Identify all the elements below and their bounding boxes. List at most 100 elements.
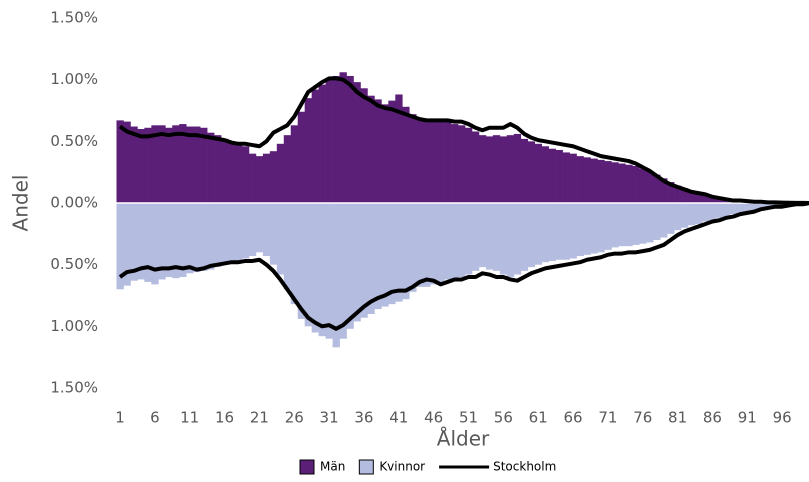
legend-label: Stockholm [493, 460, 556, 474]
bar [360, 203, 368, 318]
bar [430, 203, 438, 285]
bar [569, 203, 577, 259]
bar [276, 143, 285, 203]
y-tick-label: 1.50% [50, 379, 98, 397]
bar [409, 203, 417, 292]
x-tick-label: 21 [250, 409, 269, 427]
bar [520, 203, 529, 271]
bar [555, 203, 563, 260]
bar [444, 121, 452, 203]
bar [207, 203, 215, 270]
bar [381, 104, 389, 203]
bar [200, 127, 208, 203]
bar [402, 203, 410, 300]
bar [541, 146, 549, 203]
bar [151, 125, 159, 203]
bar [172, 203, 180, 279]
bar [625, 203, 633, 247]
bar [116, 120, 124, 203]
bar [262, 203, 271, 257]
x-tick-label: 46 [424, 409, 443, 427]
bar [757, 203, 766, 210]
bar [269, 203, 278, 265]
bar [165, 127, 173, 203]
bar [478, 135, 487, 203]
bar [632, 203, 640, 245]
x-tick-label: 16 [215, 409, 234, 427]
bar [228, 141, 236, 203]
y-tick-label: 1.50% [50, 9, 98, 27]
bar [283, 203, 292, 290]
bar [534, 143, 542, 203]
x-tick-label: 51 [459, 409, 478, 427]
x-tick-label: 6 [150, 409, 160, 427]
bar [513, 133, 522, 203]
bar [353, 203, 361, 322]
x-tick-label: 56 [494, 409, 513, 427]
bar [708, 195, 717, 203]
bar [590, 158, 598, 203]
bar [653, 174, 661, 203]
bar [297, 203, 306, 319]
bar [395, 203, 403, 302]
bar [597, 203, 605, 253]
bar [172, 125, 180, 203]
y-axis-label: Andel [9, 175, 33, 232]
bar [374, 203, 382, 310]
bar [144, 127, 152, 203]
bar [165, 203, 173, 277]
bar [402, 106, 410, 203]
bar [451, 124, 459, 203]
bar [214, 135, 222, 203]
bar [471, 131, 480, 203]
bar [527, 203, 536, 268]
bar [346, 203, 354, 329]
bar [388, 100, 396, 203]
bar [506, 203, 515, 277]
bar [395, 94, 403, 203]
legend-swatch [299, 459, 315, 475]
bar [618, 163, 626, 203]
bar [353, 82, 361, 203]
x-tick-label: 31 [320, 409, 339, 427]
bar [158, 125, 166, 203]
bar [158, 203, 166, 280]
x-tick-label: 76 [633, 409, 652, 427]
y-tick-label: 0.50% [50, 132, 98, 150]
bar [660, 203, 668, 238]
bar [618, 203, 626, 247]
bar [695, 203, 703, 224]
bar [534, 203, 542, 265]
bar [339, 203, 347, 339]
bar [458, 203, 466, 277]
bar [562, 203, 570, 260]
x-tick-label: 81 [668, 409, 687, 427]
bar [186, 203, 194, 274]
y-tick-label: 0.00% [50, 194, 98, 212]
lines [118, 76, 809, 331]
legend-label: Kvinnor [379, 460, 425, 474]
bars [112, 72, 809, 348]
bar [311, 203, 319, 333]
bar [193, 126, 201, 203]
bar [137, 129, 145, 203]
bar [701, 194, 710, 203]
bar [646, 203, 654, 243]
bar [667, 182, 675, 203]
bar [465, 127, 473, 203]
x-tick-label: 26 [285, 409, 304, 427]
bar [248, 203, 257, 257]
legend: Män Kvinnor Stockholm [299, 459, 556, 475]
bar [437, 121, 445, 203]
bar [255, 156, 264, 203]
bar [262, 153, 271, 203]
bar [604, 161, 612, 203]
legend-swatch [358, 459, 374, 475]
bar [193, 203, 201, 273]
bar [715, 203, 724, 218]
bar [123, 203, 131, 286]
bar [639, 203, 647, 244]
bar [339, 72, 347, 204]
bar [290, 125, 299, 203]
bar [325, 203, 333, 339]
